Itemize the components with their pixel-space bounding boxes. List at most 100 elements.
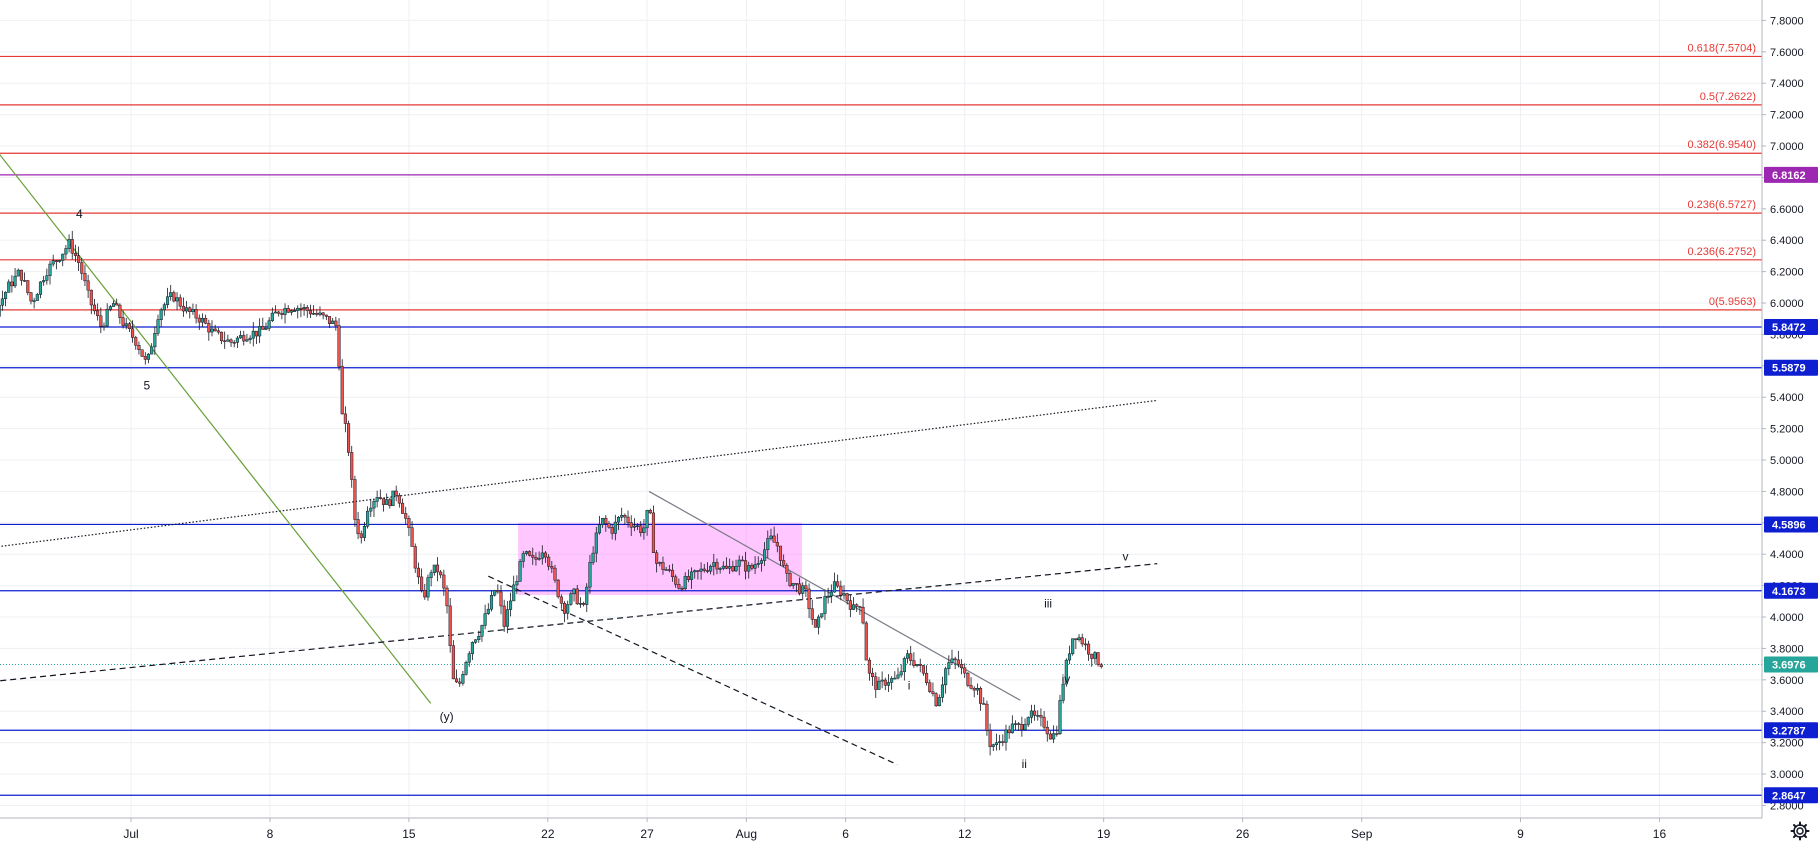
y-tick-label: 3.4000 (1770, 706, 1804, 718)
candle-body (928, 682, 932, 692)
candle-body (715, 562, 719, 570)
candle-body (264, 328, 268, 330)
candle-body (1074, 638, 1078, 641)
candle-body (232, 342, 236, 344)
y-tick-label: 4.0000 (1770, 612, 1804, 624)
x-tick-label: Aug (736, 827, 757, 841)
candle-body (826, 595, 830, 598)
candle-body (1061, 683, 1065, 701)
price-badge[interactable] (1764, 656, 1818, 673)
candle-body (709, 566, 713, 572)
candle-body (620, 514, 624, 518)
candle-body (966, 672, 970, 686)
candle-body (683, 576, 687, 589)
candle-body (80, 262, 84, 274)
candle-body (86, 280, 90, 291)
candle-body (982, 703, 986, 705)
candle-body (845, 593, 849, 601)
price-badge[interactable] (1764, 359, 1818, 376)
candle-body (483, 613, 487, 626)
grid (0, 0, 1762, 818)
y-tick-label: 4.8000 (1770, 486, 1804, 498)
candle-body (99, 315, 103, 327)
candle-body (632, 525, 636, 528)
candle-body (731, 566, 735, 572)
candle-body (610, 527, 614, 534)
price-badge[interactable] (1764, 722, 1818, 739)
candle-body (1083, 643, 1087, 646)
range-box[interactable] (518, 522, 802, 596)
candle-body (416, 567, 420, 578)
candle-body (940, 684, 945, 698)
price-badges: 6.8162 5.8472 5.5879 4.5896 4.1673 3.2787 2.86… (1764, 166, 1818, 804)
candle-body (562, 602, 567, 614)
candle-body (975, 687, 979, 691)
candle-body (89, 289, 93, 306)
candle-body (499, 591, 503, 607)
price-badge[interactable] (1764, 516, 1818, 533)
candle-body (902, 658, 906, 672)
fib-label: 0.236(6.2752) (1688, 246, 1757, 258)
candle-body (871, 672, 875, 677)
candle-body (1001, 741, 1005, 743)
candle-body (972, 687, 976, 691)
candle-body (480, 625, 484, 637)
candle-body (915, 664, 919, 666)
candle-body (445, 587, 449, 607)
candle-body (439, 571, 443, 576)
candle-body (817, 616, 821, 628)
candle-body (658, 562, 662, 564)
candle-body (286, 308, 290, 313)
y-tick-label: 7.0000 (1770, 141, 1804, 153)
candle-body (254, 330, 259, 337)
candle-body (29, 292, 33, 302)
candle-body (223, 340, 227, 343)
price-badge[interactable] (1764, 582, 1818, 599)
candle-body (207, 323, 211, 333)
settings-button[interactable] (1788, 819, 1812, 843)
candle-body (724, 565, 729, 569)
candle-body (26, 280, 30, 293)
price-badge[interactable] (1764, 319, 1818, 336)
candle-body (283, 308, 287, 315)
candle-body (636, 525, 640, 527)
candle-body (772, 535, 776, 543)
candle-body (42, 280, 46, 283)
wave-label: v (1122, 550, 1128, 564)
candle-body (496, 590, 500, 593)
candle-body (1099, 664, 1103, 667)
candle-body (963, 667, 967, 674)
candle-body (988, 730, 992, 747)
candle-body (448, 605, 452, 646)
candle-body (642, 527, 646, 533)
candle-body (782, 560, 786, 566)
trendline-dashed[interactable] (488, 575, 898, 766)
candle-body (566, 604, 570, 614)
wave-label: (y) (440, 710, 454, 724)
candle-body (442, 574, 446, 589)
candle-body (353, 479, 357, 520)
price-badge[interactable] (1764, 166, 1818, 183)
price-badge[interactable] (1764, 787, 1818, 804)
candle-body (400, 502, 405, 514)
price-badge-label: 5.5879 (1772, 363, 1806, 375)
candle-body (810, 608, 814, 620)
candle-body (394, 490, 398, 496)
trendline-dotted[interactable] (0, 399, 1158, 559)
candle-body (359, 533, 363, 538)
trendline-dashed[interactable] (0, 563, 1158, 691)
candle-body (690, 571, 694, 580)
candle-body (677, 584, 681, 589)
wave-label: ii (1022, 757, 1027, 771)
price-badge-label: 4.1673 (1772, 586, 1806, 598)
candle-body (734, 566, 738, 572)
candle-body (855, 604, 859, 607)
candle-body (1071, 638, 1075, 655)
candle-body (909, 653, 913, 661)
candle-body (686, 576, 690, 580)
x-tick-label: 12 (958, 827, 972, 841)
trendline-solid[interactable] (0, 36, 432, 704)
x-tick-label: 16 (1653, 827, 1667, 841)
candle-body (512, 584, 516, 602)
